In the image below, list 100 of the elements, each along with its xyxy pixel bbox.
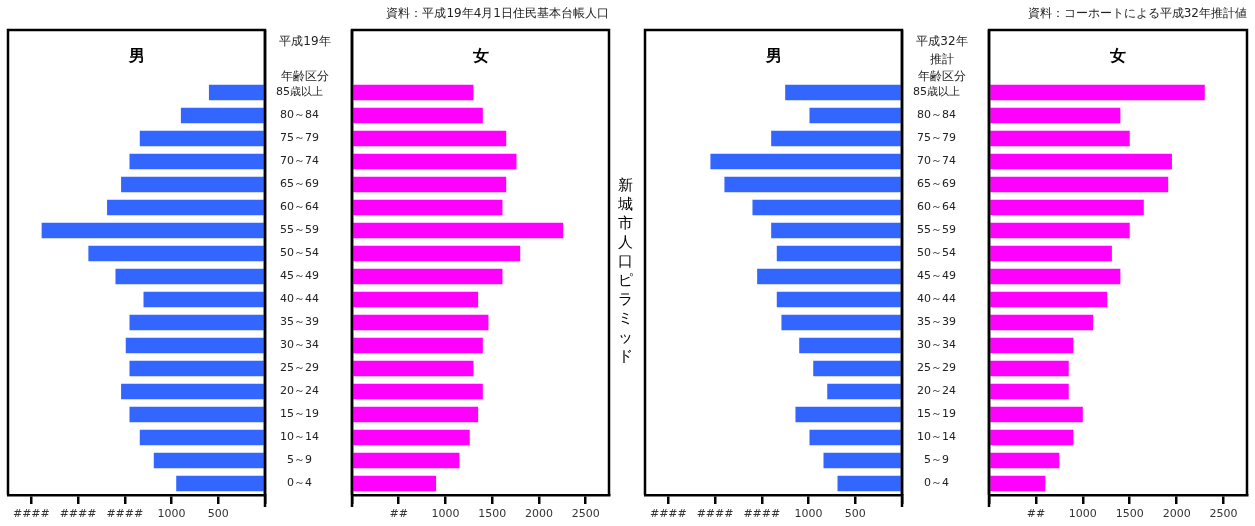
bar: [990, 107, 1121, 124]
bar: [353, 291, 479, 308]
bar: [799, 337, 901, 354]
bar: [139, 429, 264, 446]
y-tick-label: 20～24: [917, 384, 956, 398]
x-tick-label: 1500: [478, 507, 507, 521]
bar: [353, 314, 489, 331]
y-tick-label: 45～49: [917, 269, 956, 283]
bar: [353, 268, 503, 285]
bar: [990, 222, 1130, 239]
y-tick-label: 85歳以上: [276, 85, 323, 99]
y-tick-label: 55～59: [280, 223, 319, 237]
chart-title: 女: [471, 46, 489, 66]
bar: [990, 406, 1083, 423]
y-axis-title: 年齢区分: [918, 69, 966, 84]
bar: [990, 84, 1205, 101]
bar: [125, 337, 264, 354]
y-tick-label: 50～54: [917, 246, 956, 260]
bar: [353, 84, 474, 101]
y-tick-label: 50～54: [280, 246, 319, 260]
x-tick-label: 2500: [1209, 507, 1238, 521]
text: 資料：平成19年4月1日住民基本台帳人口: [386, 6, 609, 21]
bar: [129, 153, 264, 170]
bar: [139, 130, 264, 147]
bar: [990, 452, 1060, 469]
y-tick-label: 55～59: [917, 223, 956, 237]
bar: [353, 475, 437, 492]
x-tick-label: 1000: [157, 507, 186, 521]
bar: [353, 153, 517, 170]
bar: [990, 475, 1046, 492]
bar: [353, 176, 507, 193]
y-tick-label: 65～69: [917, 177, 956, 191]
y-tick-label: 35～39: [280, 315, 319, 329]
x-tick-label: ##: [1026, 507, 1046, 521]
bar: [990, 383, 1069, 400]
x-tick-label: 500: [844, 507, 866, 521]
text: 資料：コーホートによる平成32年推計値: [1027, 6, 1247, 21]
x-tick-label: 2000: [1162, 507, 1191, 521]
y-tick-label: 0～4: [287, 476, 312, 490]
bar: [353, 245, 521, 262]
y-tick-label: 60～64: [917, 200, 956, 214]
y-tick-label: 70～74: [280, 154, 319, 168]
y-tick-label: 45～49: [280, 269, 319, 283]
y-axis-title: 年齢区分: [281, 69, 329, 84]
x-tick-label: 1000: [794, 507, 823, 521]
bar: [115, 268, 264, 285]
bar: [990, 199, 1144, 216]
y-tick-label: 80～84: [917, 108, 956, 122]
bar: [353, 360, 474, 377]
x-tick-label: ####: [12, 507, 50, 521]
bar: [353, 452, 460, 469]
bar: [990, 291, 1108, 308]
bar: [837, 475, 901, 492]
y-tick-label: 5～9: [924, 453, 949, 467]
bar: [121, 383, 264, 400]
bar: [990, 429, 1074, 446]
bar: [353, 107, 483, 124]
bar: [710, 153, 901, 170]
bar: [353, 429, 470, 446]
bar: [757, 268, 901, 285]
bar: [813, 360, 901, 377]
bar: [990, 153, 1172, 170]
bar: [41, 222, 264, 239]
x-tick-label: ####: [743, 507, 781, 521]
x-tick-label: ##: [389, 507, 408, 521]
chart-title: 男: [764, 46, 782, 66]
bar: [809, 107, 901, 124]
bar: [353, 199, 503, 216]
bar: [353, 383, 483, 400]
y-tick-label: 15～19: [280, 407, 319, 421]
bar: [353, 130, 507, 147]
y-tick-label: 75～79: [917, 131, 956, 145]
bar: [990, 337, 1074, 354]
bar: [180, 107, 264, 124]
bar: [827, 383, 901, 400]
y-tick-label: 75～79: [280, 131, 319, 145]
x-tick-label: 1000: [431, 507, 460, 521]
bar: [781, 314, 901, 331]
y-tick-label: 80～84: [280, 108, 319, 122]
y-tick-label: 40～44: [280, 292, 319, 306]
x-tick-label: 2500: [571, 507, 600, 521]
bar: [176, 475, 264, 492]
text: 平成32年: [916, 34, 968, 49]
bar: [823, 452, 901, 469]
y-tick-label: 15～19: [917, 407, 956, 421]
x-tick-label: ####: [59, 507, 97, 521]
bar: [990, 268, 1121, 285]
y-tick-label: 25～29: [917, 361, 956, 375]
x-tick-label: 500: [207, 507, 229, 521]
y-tick-label: 30～34: [280, 338, 319, 352]
bar: [129, 360, 264, 377]
bar: [785, 84, 901, 101]
x-tick-label: ####: [696, 507, 734, 521]
x-tick-label: ####: [106, 507, 144, 521]
bar: [208, 84, 264, 101]
x-tick-label: ####: [649, 507, 687, 521]
text: 推計: [930, 52, 954, 67]
text: 平成19年: [279, 34, 331, 49]
y-tick-label: 60～64: [280, 200, 319, 214]
y-tick-label: 10～14: [917, 430, 956, 444]
